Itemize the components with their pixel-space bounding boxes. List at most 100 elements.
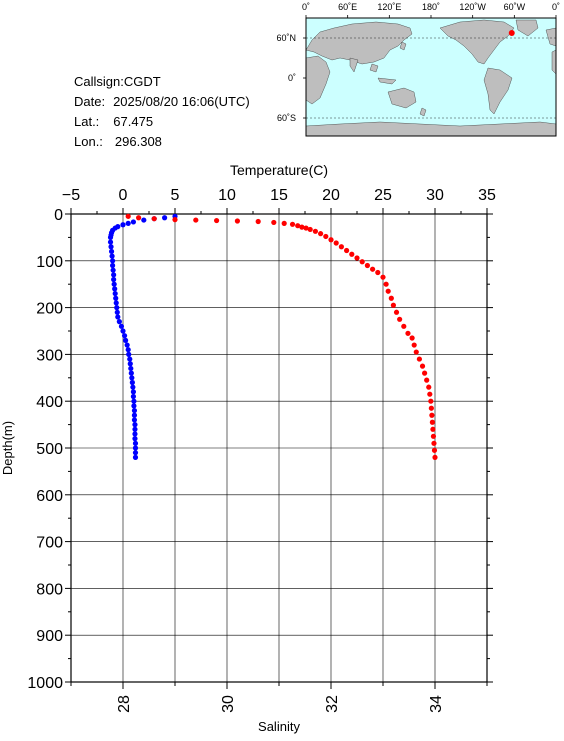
temperature-point: [428, 405, 434, 411]
salinity-point: [111, 281, 117, 287]
map-longitude-label: 0˚: [302, 2, 310, 12]
salinity-point: [132, 450, 139, 456]
temperature-point: [255, 218, 261, 225]
salinity-point: [129, 379, 135, 386]
temperature-point: [388, 295, 394, 301]
salinity-point: [115, 314, 121, 320]
temperature-point: [299, 224, 305, 230]
salinity-point: [131, 403, 137, 409]
salinity-point: [130, 384, 136, 390]
temperature-series: [125, 213, 438, 460]
salinity-point: [107, 239, 114, 245]
salinity-point: [120, 222, 126, 228]
salinity-point: [111, 276, 117, 283]
depth-tick-label: 900: [36, 628, 63, 645]
temperature-point: [401, 323, 407, 329]
salinity-point: [112, 286, 118, 292]
temperature-tick-label: 35: [478, 187, 496, 204]
temperature-point: [318, 231, 324, 237]
lat-value: 67.475: [113, 114, 154, 129]
salinity-point: [118, 323, 125, 329]
temperature-point: [431, 447, 438, 453]
temperature-point: [431, 440, 437, 446]
salinity-point: [110, 267, 116, 273]
date-label: Date:: [74, 94, 106, 109]
date-value: 2025/08/20 16:06(UTC): [113, 94, 250, 109]
salinity-point: [109, 253, 115, 259]
temperature-point: [349, 251, 355, 257]
salinity-point: [110, 262, 116, 269]
temperature-tick-label: 15: [270, 187, 288, 204]
temperature-point: [303, 225, 309, 231]
plot-axes: 0 100 200 300 400 500 600 700 800 900 1000 −5 0 5 10 15…: [27, 187, 496, 713]
temperature-point: [427, 391, 433, 397]
temperature-point: [344, 247, 350, 254]
salinity-point: [132, 426, 138, 432]
salinity-point: [131, 398, 137, 404]
salinity-point: [132, 440, 139, 446]
temperature-point: [136, 215, 142, 221]
depth-tick-label: 100: [36, 254, 63, 271]
plot-grid: [71, 214, 487, 682]
salinity-point: [141, 217, 147, 223]
map-longitude-label: 60˚W: [504, 2, 526, 12]
temperature-point: [307, 226, 313, 233]
depth-axis-label: Depth(m): [0, 421, 15, 475]
salinity-tick-label: 30: [220, 695, 237, 713]
temperature-point: [424, 377, 430, 383]
salinity-point: [162, 215, 168, 221]
salinity-point: [114, 309, 120, 315]
temperature-point: [214, 217, 220, 224]
temperature-point: [426, 384, 432, 390]
temperature-point: [375, 269, 381, 276]
temperature-point: [390, 302, 396, 308]
temperature-point: [333, 240, 339, 246]
depth-tick-label: 700: [36, 535, 63, 552]
salinity-point: [130, 389, 136, 395]
temperature-tick-label: 30: [426, 187, 444, 204]
depth-tick-label: 600: [36, 488, 63, 505]
temperature-tick-label: 10: [218, 187, 236, 204]
salinity-point: [114, 305, 120, 311]
temperature-point: [281, 220, 287, 226]
salinity-point: [128, 365, 134, 372]
temperature-point: [359, 259, 365, 265]
temperature-point: [429, 412, 435, 418]
lon-value: 296.308: [114, 134, 162, 149]
salinity-point: [132, 454, 139, 460]
temperature-point: [432, 454, 438, 460]
temperature-point: [413, 349, 419, 355]
salinity-point: [129, 375, 135, 381]
map-latitude-label: 60˚N: [276, 33, 296, 43]
salinity-point: [120, 328, 126, 334]
temperature-point: [409, 335, 415, 341]
salinity-point: [131, 412, 138, 418]
map-graticule: [306, 37, 556, 119]
salinity-point: [123, 337, 129, 343]
salinity-point: [112, 290, 118, 297]
salinity-tick-label: 34: [428, 695, 445, 713]
temperature-point: [383, 281, 389, 287]
map-longitude-label: 60˚E: [338, 2, 357, 12]
salinity-point: [121, 333, 128, 339]
temperature-point: [385, 288, 391, 294]
salinity-point: [131, 417, 138, 423]
temperature-point: [151, 216, 157, 222]
temperature-point: [125, 213, 131, 219]
salinity-point: [125, 347, 131, 353]
salinity-axis-label: Salinity: [258, 719, 300, 734]
temperature-point: [393, 309, 400, 315]
salinity-point: [128, 370, 134, 376]
salinity-point: [130, 393, 136, 400]
temperature-point: [380, 274, 386, 280]
salinity-series: [107, 213, 178, 460]
map-latitude-label: 0˚: [288, 73, 296, 83]
lon-label: Lon.:: [74, 134, 103, 149]
temperature-point: [411, 342, 417, 348]
map-longitude-labels: 0˚ 60˚E 120˚E 180˚ 120˚W 60˚W 0˚: [302, 2, 560, 18]
salinity-point: [132, 422, 138, 428]
salinity-point: [130, 219, 136, 225]
salinity-point: [110, 258, 116, 264]
callsign-label: Callsign:: [74, 74, 124, 89]
salinity-point: [132, 445, 139, 451]
